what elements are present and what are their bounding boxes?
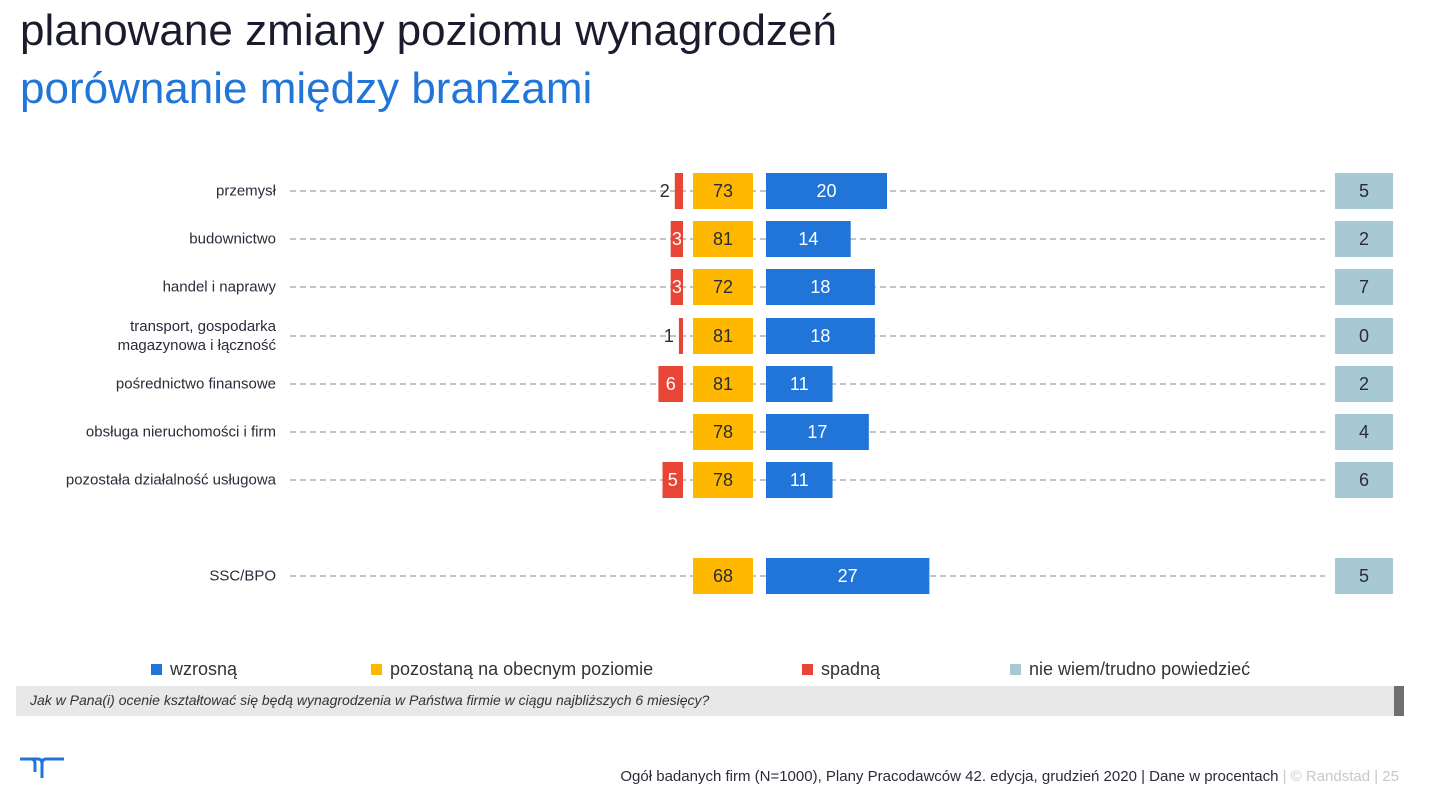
- legend-label-dont-know: nie wiem/trudno powiedzieć: [1029, 659, 1251, 679]
- randstad-logo-icon: [20, 757, 64, 778]
- bar-decrease-value: 6: [666, 374, 676, 394]
- bar-unchanged: [693, 318, 753, 354]
- bar-increase: [766, 318, 875, 354]
- bar-dont-know: [1335, 558, 1393, 594]
- bar-dont-know: [1335, 318, 1393, 354]
- bar-decrease: [670, 221, 683, 257]
- footer: Ogół badanych firm (N=1000), Plany Praco…: [620, 768, 1399, 785]
- bar-unchanged: [693, 173, 753, 209]
- bar-increase: [766, 414, 869, 450]
- legend-item-decrease: spadną: [802, 659, 880, 680]
- footer-source: Ogół badanych firm (N=1000), Plany Praco…: [620, 768, 1279, 785]
- category-label: przemysł: [216, 183, 277, 200]
- category-label: pozostała działalność usługowa: [66, 472, 277, 489]
- category-label: handel i naprawy: [163, 279, 277, 296]
- bar-increase-value: 14: [798, 229, 818, 249]
- bar-unchanged-value: 72: [713, 277, 733, 297]
- bar-decrease: [670, 269, 683, 305]
- bar-increase: [766, 558, 930, 594]
- bar-decrease-value: 5: [668, 470, 678, 490]
- bar-increase: [766, 462, 833, 498]
- survey-question: Jak w Pana(i) ocenie kształtować się będ…: [30, 692, 710, 708]
- bar-unchanged-value: 68: [713, 566, 733, 586]
- page-title: planowane zmiany poziomu wynagrodzeń: [20, 6, 837, 55]
- legend-item-increase: wzrosną: [151, 659, 237, 680]
- bar-unchanged-value: 81: [713, 326, 733, 346]
- bar-increase-value: 20: [816, 181, 836, 201]
- bar-unchanged-value: 81: [713, 229, 733, 249]
- legend-swatch-decrease: [802, 664, 813, 675]
- bar-decrease: [678, 318, 683, 354]
- bar-unchanged: [693, 269, 753, 305]
- bar-increase-value: 18: [810, 277, 830, 297]
- bar-dont-know: [1335, 414, 1393, 450]
- legend-item-dont-know: nie wiem/trudno powiedzieć: [1010, 659, 1250, 680]
- page-subtitle: porównanie między branżami: [20, 64, 593, 113]
- bar-dont-know-value: 6: [1359, 470, 1369, 490]
- bar-dont-know-value: 2: [1359, 229, 1369, 249]
- legend-label-unchanged: pozostaną na obecnym poziomie: [390, 659, 654, 679]
- bar-dont-know: [1335, 173, 1393, 209]
- bar-decrease: [658, 366, 683, 402]
- bar-increase-value: 11: [790, 470, 809, 490]
- bar-increase-value: 17: [807, 422, 827, 442]
- footer-brand: | © Randstad | 25: [1278, 768, 1399, 785]
- legend-item-unchanged: pozostaną na obecnym poziomie: [371, 659, 653, 680]
- bar-unchanged: [693, 558, 753, 594]
- bar-increase: [766, 221, 851, 257]
- randstad-logo: [18, 756, 66, 785]
- legend-swatch-dont-know: [1010, 664, 1021, 675]
- question-bar-scroll-marker: [1394, 686, 1404, 716]
- bar-dont-know-value: 5: [1359, 566, 1369, 586]
- bar-increase-value: 18: [810, 326, 830, 346]
- bar-dont-know-value: 4: [1359, 422, 1369, 442]
- legend-swatch-increase: [151, 664, 162, 675]
- category-label: pośrednictwo finansowe: [116, 376, 276, 393]
- bar-dont-know-value: 5: [1359, 181, 1369, 201]
- bar-unchanged: [693, 221, 753, 257]
- bar-increase-value: 27: [838, 566, 858, 586]
- bar-dont-know-value: 7: [1359, 277, 1369, 297]
- bar-dont-know-value: 0: [1359, 326, 1369, 346]
- bar-unchanged-value: 78: [713, 422, 733, 442]
- bar-decrease-value: 1: [664, 326, 674, 346]
- bar-decrease-value: 2: [660, 181, 670, 201]
- chart-legend: wzrosną pozostaną na obecnym poziomie sp…: [0, 659, 1447, 683]
- bar-dont-know-value: 2: [1359, 374, 1369, 394]
- bar-decrease-value: 3: [672, 229, 682, 249]
- legend-label-increase: wzrosną: [170, 659, 238, 679]
- bar-decrease: [674, 173, 683, 209]
- bar-unchanged: [693, 366, 753, 402]
- bar-unchanged-value: 81: [713, 374, 733, 394]
- legend-swatch-unchanged: [371, 664, 382, 675]
- bar-decrease-value: 3: [672, 277, 682, 297]
- bar-unchanged-value: 78: [713, 470, 733, 490]
- bar-dont-know: [1335, 269, 1393, 305]
- category-label: transport, gospodarka: [130, 318, 277, 335]
- category-label: budownictwo: [189, 231, 276, 248]
- bar-increase: [766, 269, 875, 305]
- bar-dont-know: [1335, 366, 1393, 402]
- bar-unchanged: [693, 414, 753, 450]
- bar-increase: [766, 366, 833, 402]
- legend-label-decrease: spadną: [821, 659, 881, 679]
- category-label: magazynowa i łączność: [118, 337, 277, 354]
- bar-increase: [766, 173, 887, 209]
- bar-dont-know: [1335, 221, 1393, 257]
- bar-increase-value: 11: [790, 374, 809, 394]
- bar-dont-know: [1335, 462, 1393, 498]
- bar-unchanged: [693, 462, 753, 498]
- bar-unchanged-value: 73: [713, 181, 733, 201]
- category-label: obsługa nieruchomości i firm: [86, 424, 276, 441]
- question-bar: [16, 686, 1404, 716]
- bar-decrease: [662, 462, 683, 498]
- category-label: SSC/BPO: [209, 568, 276, 585]
